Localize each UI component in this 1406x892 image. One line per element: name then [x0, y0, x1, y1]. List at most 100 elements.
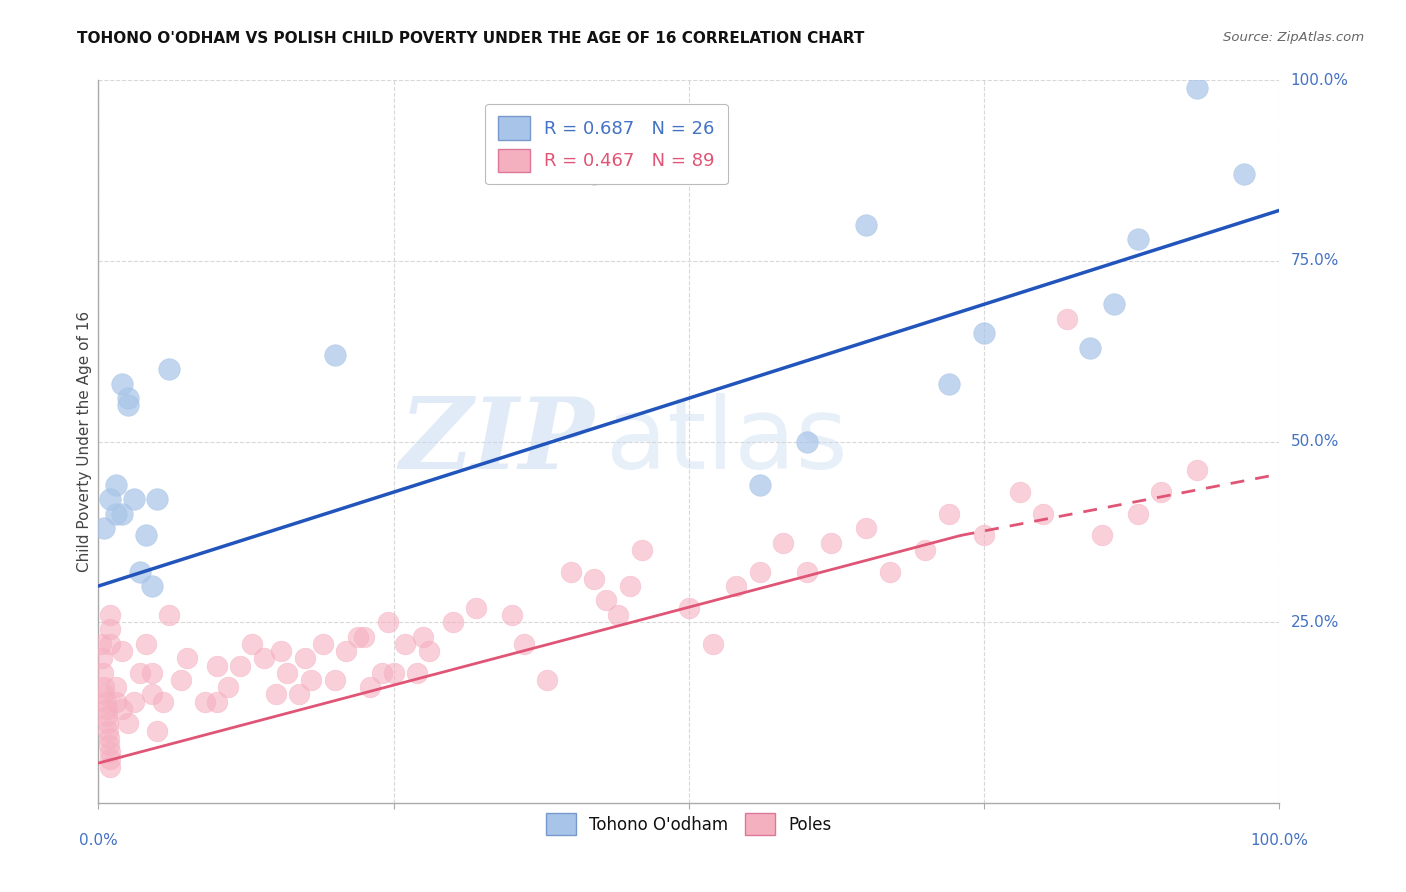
Point	[98, 607, 121, 622]
Point	[141, 687, 163, 701]
Text: Source: ZipAtlas.com: Source: ZipAtlas.com	[1223, 31, 1364, 45]
Point	[98, 738, 121, 752]
Point	[725, 579, 748, 593]
Point	[105, 680, 128, 694]
Point	[323, 348, 346, 362]
Text: 100.0%: 100.0%	[1291, 73, 1348, 87]
Point	[1091, 528, 1114, 542]
Point	[93, 680, 115, 694]
Point	[748, 478, 770, 492]
Text: 0.0%: 0.0%	[79, 833, 118, 848]
Point	[1032, 507, 1054, 521]
Point	[98, 760, 121, 774]
Point	[501, 607, 523, 622]
Point	[229, 658, 252, 673]
Point	[595, 593, 617, 607]
Point	[382, 665, 405, 680]
Point	[855, 521, 877, 535]
Point	[607, 607, 630, 622]
Point	[1008, 485, 1031, 500]
Point	[98, 623, 121, 637]
Point	[135, 637, 157, 651]
Text: 75.0%: 75.0%	[1291, 253, 1339, 268]
Point	[94, 695, 117, 709]
Point	[938, 507, 960, 521]
Point	[122, 492, 145, 507]
Point	[1126, 507, 1149, 521]
Point	[359, 680, 381, 694]
Point	[146, 492, 169, 507]
Point	[141, 665, 163, 680]
Point	[264, 687, 287, 701]
Point	[122, 695, 145, 709]
Point	[938, 376, 960, 391]
Point	[323, 673, 346, 687]
Point	[128, 565, 150, 579]
Point	[253, 651, 276, 665]
Point	[111, 702, 134, 716]
Point	[1056, 311, 1078, 326]
Point	[96, 709, 118, 723]
Point	[678, 600, 700, 615]
Y-axis label: Child Poverty Under the Age of 16: Child Poverty Under the Age of 16	[77, 311, 91, 572]
Point	[91, 665, 114, 680]
Point	[93, 687, 115, 701]
Point	[560, 565, 582, 579]
Point	[796, 434, 818, 449]
Text: atlas: atlas	[606, 393, 848, 490]
Point	[1080, 341, 1102, 355]
Point	[98, 492, 121, 507]
Point	[170, 673, 193, 687]
Point	[111, 507, 134, 521]
Point	[1102, 297, 1125, 311]
Point	[879, 565, 901, 579]
Point	[98, 745, 121, 759]
Point	[194, 695, 217, 709]
Point	[205, 658, 228, 673]
Point	[276, 665, 298, 680]
Point	[512, 637, 534, 651]
Point	[299, 673, 322, 687]
Point	[176, 651, 198, 665]
Point	[973, 326, 995, 340]
Point	[91, 651, 114, 665]
Point	[335, 644, 357, 658]
Point	[157, 362, 180, 376]
Point	[111, 376, 134, 391]
Point	[90, 637, 112, 651]
Text: ZIP: ZIP	[399, 393, 595, 490]
Point	[406, 665, 429, 680]
Point	[312, 637, 335, 651]
Point	[288, 687, 311, 701]
Point	[97, 723, 120, 738]
Point	[117, 398, 139, 412]
Point	[796, 565, 818, 579]
Point	[772, 535, 794, 549]
Point	[157, 607, 180, 622]
Point	[353, 630, 375, 644]
Point	[117, 391, 139, 405]
Point	[105, 478, 128, 492]
Point	[1150, 485, 1173, 500]
Point	[1185, 80, 1208, 95]
Point	[105, 507, 128, 521]
Point	[270, 644, 292, 658]
Text: TOHONO O'ODHAM VS POLISH CHILD POVERTY UNDER THE AGE OF 16 CORRELATION CHART: TOHONO O'ODHAM VS POLISH CHILD POVERTY U…	[77, 31, 865, 46]
Point	[98, 731, 121, 745]
Point	[418, 644, 440, 658]
Point	[1185, 463, 1208, 477]
Point	[141, 579, 163, 593]
Point	[97, 716, 120, 731]
Point	[1233, 167, 1256, 181]
Legend: Tohono O'odham, Poles: Tohono O'odham, Poles	[540, 806, 838, 841]
Point	[96, 702, 118, 716]
Point	[117, 716, 139, 731]
Point	[619, 579, 641, 593]
Point	[347, 630, 370, 644]
Text: 100.0%: 100.0%	[1250, 833, 1309, 848]
Point	[93, 521, 115, 535]
Point	[377, 615, 399, 630]
Text: 25.0%: 25.0%	[1291, 615, 1339, 630]
Point	[98, 637, 121, 651]
Point	[394, 637, 416, 651]
